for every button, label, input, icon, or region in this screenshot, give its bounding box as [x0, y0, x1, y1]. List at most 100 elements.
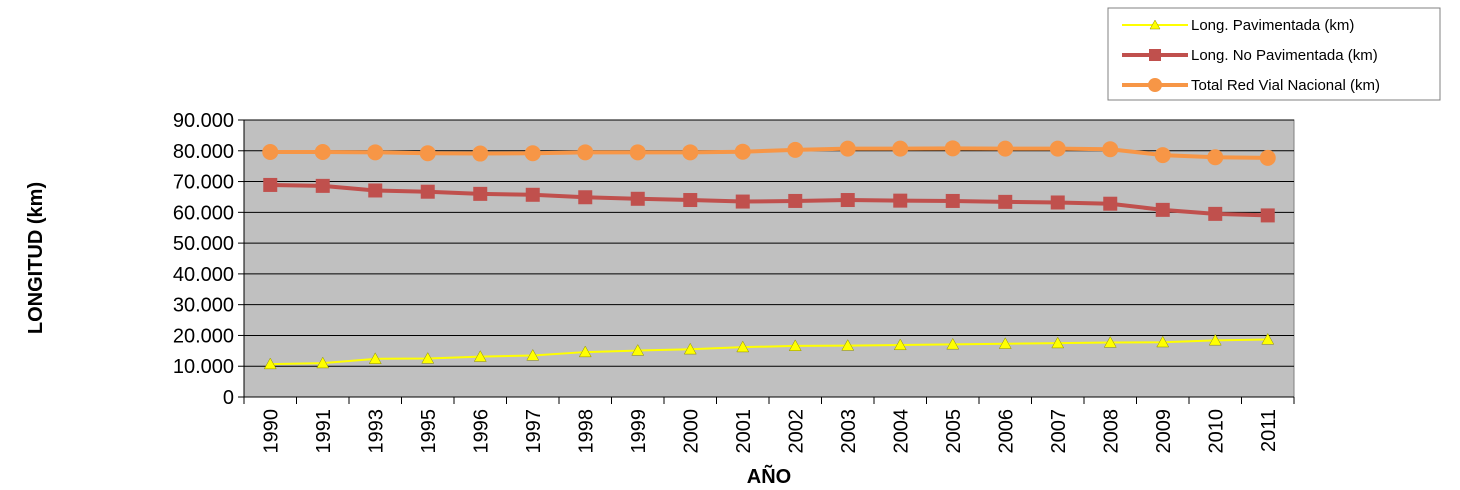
legend-swatch-marker: [1148, 78, 1162, 92]
data-point: [840, 193, 855, 208]
data-point: [736, 340, 750, 353]
legend-label: Total Red Vial Nacional (km): [1191, 77, 1380, 94]
data-point: [315, 178, 330, 193]
y-tick-label: 20.000: [173, 325, 234, 347]
legend: Long. Pavimentada (km) Long. No Pavimenta…: [1107, 7, 1441, 101]
data-point: [1260, 208, 1275, 223]
data-point: [683, 342, 697, 355]
data-point: [787, 141, 804, 158]
data-point: [1102, 141, 1119, 158]
data-point: [472, 145, 489, 162]
x-tick-label: 2002: [785, 409, 807, 454]
data-point: [682, 144, 699, 161]
data-point: [1050, 195, 1065, 210]
data-point: [946, 337, 960, 350]
x-tick-label: 1996: [470, 409, 492, 454]
x-axis-title: AÑO: [747, 465, 791, 488]
data-point: [631, 344, 645, 356]
data-point: [1261, 332, 1275, 345]
x-tick-label: 2004: [890, 409, 912, 454]
x-tick-label: 2000: [680, 409, 702, 454]
data-point: [997, 140, 1014, 157]
data-point: [577, 144, 594, 161]
x-tick-label: 2008: [1100, 409, 1122, 454]
y-tick-label: 80.000: [173, 141, 234, 163]
data-point: [788, 193, 803, 208]
y-tick-label: 40.000: [173, 264, 234, 286]
data-point: [1207, 149, 1224, 166]
y-axis-title: LONGITUD (km): [25, 182, 47, 334]
x-axis: 1990 1991 1993 1995 1996 1997 1998 1999 2000 2001…: [243, 396, 1295, 454]
data-point: [893, 338, 907, 351]
series-2: [263, 177, 1275, 223]
x-tick-label: 2006: [995, 409, 1017, 454]
series-1: [263, 332, 1275, 370]
data-point: [998, 194, 1013, 209]
data-point: [525, 187, 540, 202]
y-tick-label: 10.000: [173, 356, 234, 378]
data-point: [1154, 147, 1171, 164]
series-line: [270, 182, 1268, 218]
legend-label: Long. No Pavimentada (km): [1191, 47, 1378, 64]
data-point: [944, 140, 961, 157]
x-tick-label: 1995: [418, 409, 440, 454]
x-tick-label: 1997: [523, 409, 545, 454]
y-tick-label: 50.000: [173, 233, 234, 255]
data-point: [841, 339, 855, 351]
data-point: [262, 144, 279, 161]
data-point: [578, 190, 593, 205]
series-layer: [262, 140, 1276, 370]
x-tick-label: 1998: [575, 409, 597, 454]
x-tick-label: 1991: [313, 409, 335, 454]
legend-entry: Long. Pavimentada (km): [1122, 17, 1354, 34]
series-line: [270, 338, 1268, 366]
data-point: [526, 348, 540, 361]
data-point: [1259, 149, 1276, 166]
x-tick-label: 1990: [260, 409, 282, 454]
series-line: [270, 146, 1268, 160]
data-point: [1156, 335, 1170, 348]
legend-label: Long. Pavimentada (km): [1191, 17, 1354, 34]
data-point: [524, 145, 541, 162]
data-point: [421, 352, 435, 364]
legend-entry: Long. No Pavimentada (km): [1122, 47, 1378, 64]
data-point: [473, 350, 487, 362]
x-tick-label: 2007: [1048, 409, 1070, 454]
data-point: [314, 144, 331, 161]
y-tick-label: 30.000: [173, 295, 234, 317]
x-tick-label: 1993: [365, 409, 387, 454]
legend-swatch-marker: [1149, 49, 1161, 61]
data-point: [578, 345, 592, 358]
data-point: [839, 140, 856, 157]
gridlines: [244, 119, 1294, 367]
x-tick-label: 2003: [838, 409, 860, 454]
data-point: [473, 186, 488, 201]
data-point: [1103, 336, 1117, 348]
x-tick-label: 2001: [733, 409, 755, 454]
data-point: [263, 177, 278, 192]
y-tick-label: 60.000: [173, 202, 234, 224]
data-point: [735, 194, 750, 209]
data-point: [734, 143, 751, 160]
legend-swatch-marker: [1149, 19, 1161, 30]
data-point: [263, 357, 277, 370]
data-point: [788, 339, 802, 351]
x-tick-label: 1999: [628, 409, 650, 454]
data-point: [629, 144, 646, 161]
data-point: [420, 184, 435, 199]
data-point: [367, 144, 384, 161]
data-point: [1155, 202, 1170, 217]
y-tick-label: 90.000: [173, 110, 234, 132]
data-point: [1049, 140, 1066, 157]
y-tick-label: 70.000: [173, 172, 234, 194]
data-point: [316, 356, 330, 369]
data-point: [892, 140, 909, 157]
data-point: [1208, 206, 1223, 221]
data-point: [368, 183, 383, 198]
y-tick-label: 0: [223, 387, 234, 409]
data-point: [998, 337, 1012, 349]
x-tick-label: 2010: [1205, 409, 1227, 454]
data-point: [683, 193, 698, 208]
data-point: [630, 191, 645, 206]
